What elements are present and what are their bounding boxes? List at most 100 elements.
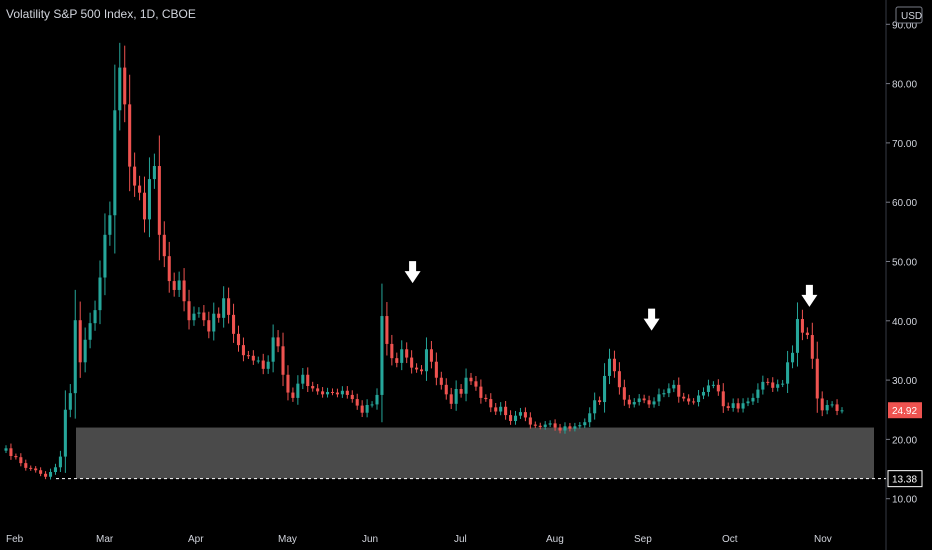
y-tick-label: 80.00	[892, 80, 917, 91]
candle-body	[4, 448, 8, 451]
y-tick-label: 20.00	[892, 435, 917, 446]
candle-body	[701, 391, 706, 396]
candle-body	[256, 360, 260, 362]
candle-body	[232, 314, 236, 334]
y-tick-label: 90.00	[892, 20, 917, 31]
y-tick-label: 40.00	[892, 317, 917, 328]
candle-body	[118, 67, 122, 111]
candle-body	[617, 371, 621, 388]
x-tick-label: Oct	[722, 534, 738, 545]
candle-body	[177, 280, 181, 290]
chart-title: Volatility S&P 500 Index, 1D, CBOE	[6, 7, 196, 21]
candle-body	[489, 399, 493, 408]
candle-body	[667, 388, 671, 394]
candle-body	[711, 384, 715, 386]
candle-body	[19, 457, 23, 464]
candle-body	[424, 349, 429, 372]
candle-body	[781, 383, 785, 385]
candle-body	[607, 358, 612, 376]
candle-body	[345, 390, 349, 395]
candle-body	[439, 377, 443, 385]
candle-body	[756, 389, 760, 398]
candle-body	[14, 456, 18, 458]
candle-body	[360, 405, 364, 413]
candle-body	[123, 67, 127, 105]
candle-body	[133, 166, 137, 186]
candle-body	[736, 403, 740, 409]
candle-body	[73, 320, 77, 394]
candle-body	[726, 406, 730, 408]
candle-body	[603, 375, 607, 403]
candle-body	[786, 362, 790, 384]
candle-body	[697, 395, 701, 403]
candle-body	[197, 312, 201, 314]
candle-body	[138, 185, 142, 193]
candle-body	[68, 393, 72, 410]
x-tick-label: May	[278, 534, 297, 545]
support-price-badge	[887, 470, 923, 488]
currency-badge[interactable]	[895, 6, 923, 24]
candle-body	[657, 394, 661, 402]
candle-body	[113, 110, 117, 216]
candle-body	[568, 426, 572, 429]
x-tick-label: Mar	[96, 534, 114, 545]
candle-body	[464, 377, 468, 394]
candle-body	[375, 394, 379, 405]
candle-body	[820, 398, 824, 411]
candle-body	[835, 404, 839, 411]
candle-body	[528, 417, 532, 425]
candle-body	[261, 360, 265, 369]
candle-body	[716, 384, 720, 392]
candle-body	[142, 192, 147, 220]
candle-body	[246, 355, 250, 357]
candle-body	[642, 398, 646, 401]
candle-body	[335, 392, 339, 395]
candle-body	[380, 316, 384, 395]
candle-body	[637, 398, 641, 403]
candle-body	[810, 335, 814, 359]
candle-body	[800, 319, 804, 333]
x-tick-label: Aug	[546, 534, 564, 545]
candle-body	[795, 319, 800, 353]
candle-body	[9, 448, 13, 457]
candle-body	[632, 402, 636, 405]
candle-body	[627, 399, 631, 405]
candle-body	[494, 407, 498, 412]
candle-body	[721, 391, 725, 407]
candle-body	[588, 413, 592, 423]
candle-body	[103, 234, 107, 278]
candle-body	[271, 337, 275, 362]
candle-body	[612, 358, 616, 372]
candle-body	[395, 358, 399, 363]
candle-body	[593, 400, 597, 414]
candle-body	[761, 381, 765, 390]
candle-body	[83, 339, 87, 363]
candle-body	[321, 391, 325, 395]
candle-body	[251, 355, 255, 361]
y-tick-label: 50.00	[892, 258, 917, 269]
support-zone	[76, 427, 874, 479]
candle-body	[147, 179, 151, 220]
candle-body	[390, 343, 394, 359]
down-arrow-icon	[643, 308, 660, 331]
candle-body	[44, 473, 48, 477]
candle-body	[48, 472, 53, 477]
candle-body	[281, 346, 285, 375]
candle-body	[58, 456, 62, 468]
x-tick-label: Jul	[454, 534, 467, 545]
candle-body	[316, 388, 320, 392]
candle-body	[152, 166, 156, 180]
candle-body	[479, 386, 483, 398]
candle-body	[692, 401, 696, 403]
candle-body	[385, 316, 389, 344]
candle-body	[128, 104, 132, 167]
candle-body	[419, 369, 424, 372]
candle-body	[98, 277, 102, 311]
candle-body	[771, 382, 775, 388]
down-arrow-icon	[404, 261, 421, 284]
candle-body	[227, 298, 231, 315]
candle-body	[790, 352, 795, 363]
candle-body	[622, 387, 626, 400]
candle-body	[652, 401, 656, 405]
